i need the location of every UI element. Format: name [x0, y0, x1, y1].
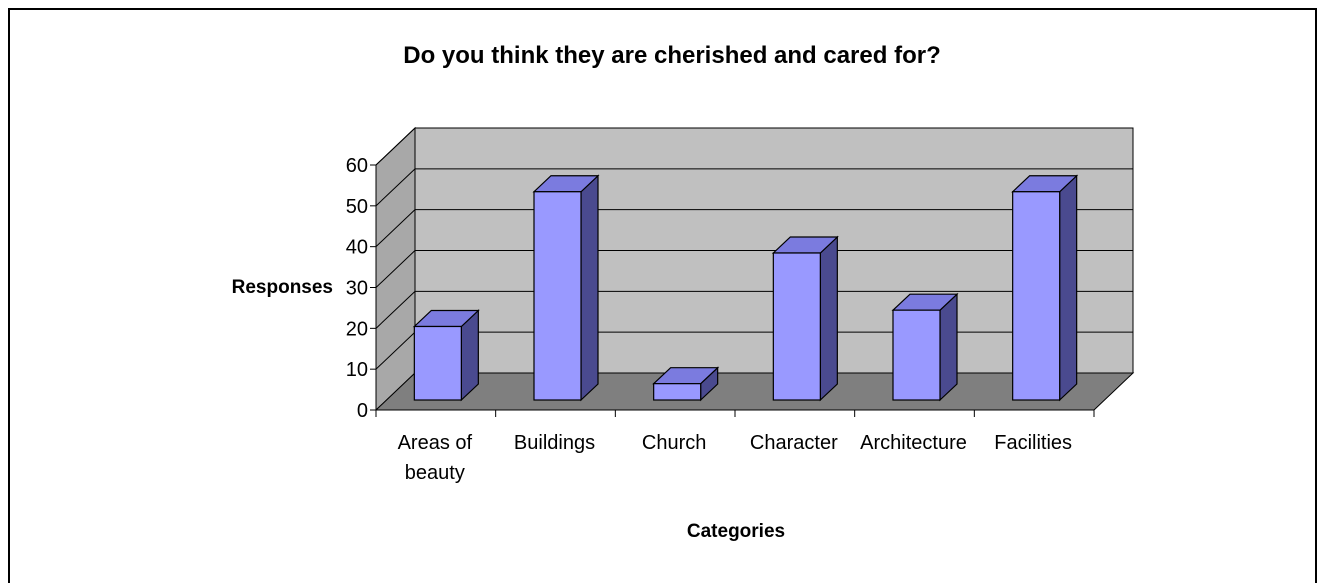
- gridline: [375, 290, 1133, 329]
- y-tick-label: 10: [346, 359, 368, 381]
- gridline: [375, 250, 1133, 288]
- y-tick-label: 30: [346, 278, 368, 300]
- bar-side: [580, 174, 599, 402]
- y-tick-label: 60: [346, 155, 368, 177]
- x-category-label: Architecture: [860, 432, 967, 454]
- bar-front: [653, 383, 702, 401]
- x-axis-label: Categories: [687, 521, 785, 542]
- x-category-label: Church: [642, 432, 706, 454]
- bar-front: [413, 325, 462, 401]
- bar: [771, 235, 839, 402]
- gridline: [375, 209, 1133, 248]
- bar: [1011, 174, 1079, 402]
- bar: [652, 366, 720, 402]
- bar: [412, 309, 480, 402]
- x-category-label: Facilities: [994, 432, 1072, 454]
- gridline: [375, 168, 1133, 207]
- bar-side: [1059, 174, 1078, 402]
- bar: [532, 174, 600, 402]
- gridline: [375, 127, 1133, 166]
- bar-side: [819, 235, 838, 402]
- bar-front: [892, 309, 941, 401]
- chart-title: Do you think they are cherished and care…: [403, 42, 940, 69]
- x-category-label: Character: [750, 432, 838, 454]
- y-axis-label: Responses: [232, 277, 333, 298]
- bar-front: [533, 191, 582, 401]
- x-category-label: Areas of beauty: [398, 432, 473, 484]
- x-category-label: Buildings: [514, 432, 595, 454]
- y-tick-label: 40: [346, 237, 368, 259]
- y-tick-label: 50: [346, 196, 368, 218]
- bar: [891, 292, 959, 402]
- bar-front: [1012, 191, 1061, 401]
- bar-front: [772, 252, 821, 401]
- bar-side: [939, 292, 958, 402]
- y-tick-label: 0: [357, 400, 368, 422]
- y-tick-label: 20: [346, 318, 368, 340]
